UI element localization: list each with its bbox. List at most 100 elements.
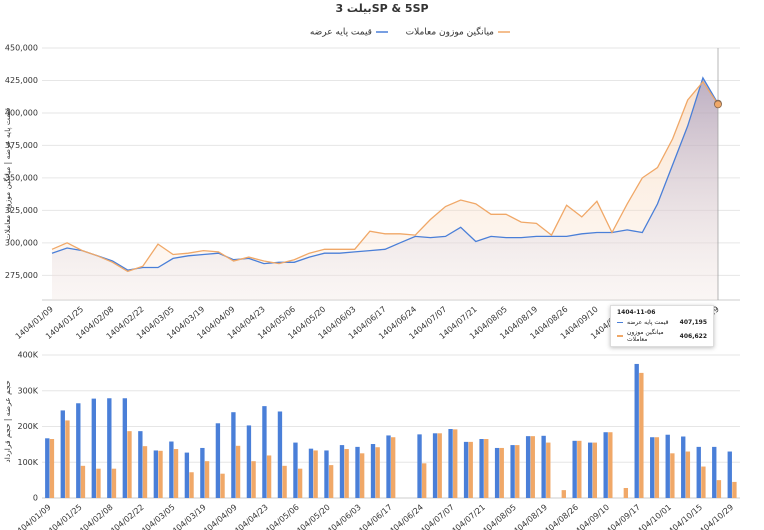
y-tick-label: 200K [17, 422, 38, 431]
y-tick-label: 400K [17, 351, 38, 360]
bar [80, 465, 86, 498]
bar [96, 468, 101, 498]
bar [561, 490, 566, 498]
bar [355, 446, 360, 498]
bar [344, 449, 349, 498]
bar [572, 440, 577, 498]
bar [665, 434, 670, 498]
y-tick-label: 300,000 [5, 238, 38, 247]
tooltip-row: قیمت پایه عرضه 407,195 [611, 316, 713, 326]
series-area [52, 77, 718, 301]
tooltip-swatch [617, 321, 623, 324]
bar [49, 439, 55, 498]
bar [484, 439, 489, 498]
bar [577, 440, 582, 498]
point-marker [714, 100, 722, 109]
bar [251, 461, 256, 498]
bar [308, 448, 314, 498]
bar [184, 452, 190, 498]
y-tick-label: 400,000 [5, 108, 38, 117]
bar [681, 436, 686, 498]
bar [463, 441, 469, 498]
bar [60, 410, 65, 498]
bar [546, 442, 551, 498]
bar [324, 450, 329, 498]
bar [732, 481, 737, 498]
y-tick-label: 300K [17, 386, 38, 395]
bar [587, 442, 593, 498]
bar [468, 441, 473, 498]
bar [541, 435, 546, 498]
y-tick-label: 0 [33, 494, 38, 503]
bar [685, 451, 691, 498]
bar [592, 442, 597, 498]
bar [391, 437, 396, 498]
bar [297, 468, 303, 498]
bar [189, 472, 194, 498]
series-line [51, 80, 719, 273]
bar [111, 468, 117, 498]
bar [417, 434, 422, 498]
bar [277, 411, 283, 498]
bar [359, 453, 365, 498]
bar [437, 433, 442, 498]
tooltip-value: 406,622 [679, 332, 707, 340]
y-tick-label: 350,000 [5, 173, 38, 182]
y-axis-label: حجم عرضه | حجم قرارداد [3, 380, 12, 463]
bar [220, 473, 225, 498]
bar [107, 398, 112, 498]
y-axis-label: قیمت پایه عرضه | میانگین موزون معاملات [3, 107, 12, 240]
bar [282, 465, 287, 498]
bar [266, 455, 272, 498]
bar [204, 461, 210, 498]
bar [169, 441, 174, 498]
bar [142, 446, 148, 498]
bar [448, 429, 453, 498]
x-tick-label: 1404/01/09 [12, 503, 53, 530]
y-tick-label: 425,000 [5, 76, 38, 85]
bar [515, 445, 520, 498]
bar [499, 447, 504, 498]
bar [639, 372, 644, 498]
bar [603, 432, 608, 498]
legend-label: قیمت پایه عرضه [310, 28, 372, 38]
tooltip-series: قیمت پایه عرضه [627, 319, 669, 326]
bar [525, 436, 531, 498]
bar [313, 450, 318, 498]
bar [510, 445, 515, 498]
bar [235, 445, 241, 498]
bar [530, 436, 535, 498]
bar [494, 447, 500, 498]
bar [608, 432, 613, 498]
bar [701, 466, 706, 498]
y-tick-label: 325,000 [5, 206, 38, 215]
bar [623, 487, 629, 498]
y-tick-label: 450,000 [5, 44, 38, 53]
bar [422, 463, 427, 498]
bar [293, 442, 298, 498]
bar [670, 453, 675, 498]
bar [432, 433, 438, 498]
bar [122, 398, 128, 498]
bar [696, 446, 701, 498]
bar [91, 398, 96, 498]
bar [153, 450, 159, 498]
bar [246, 425, 252, 498]
bar [138, 431, 143, 498]
bar [479, 439, 484, 498]
bar [634, 363, 639, 498]
bar [262, 406, 267, 498]
legend-label: میانگین موزون معاملات [406, 26, 495, 38]
bar [453, 429, 458, 498]
y-tick-label: 375,000 [5, 141, 38, 150]
series-line [51, 76, 719, 271]
bar [127, 431, 132, 498]
tooltip-row: میانگین موزون معاملات 406,622 [611, 326, 713, 343]
bar [328, 465, 334, 498]
bar [712, 446, 717, 498]
bar [375, 447, 380, 498]
bar [386, 435, 391, 498]
bar [370, 444, 376, 498]
